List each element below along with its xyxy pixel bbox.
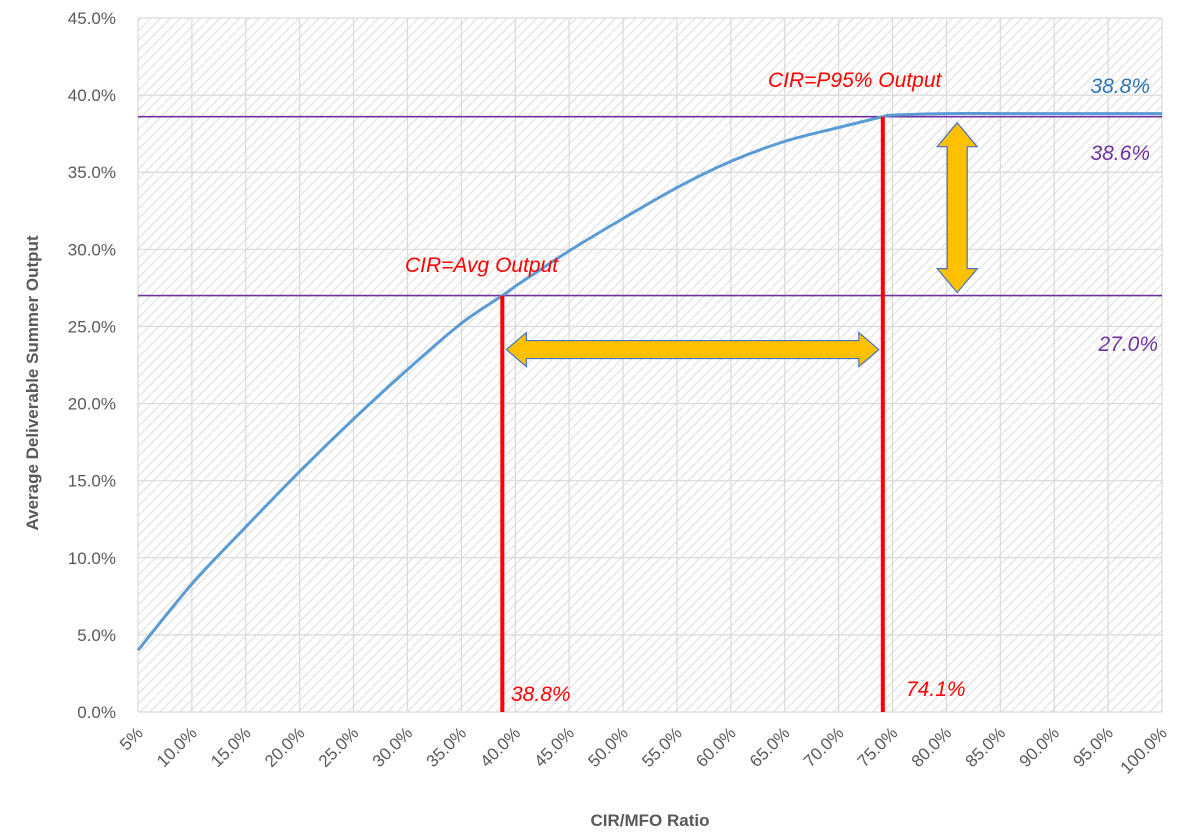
label-p95-value: 38.6% xyxy=(1090,142,1150,165)
x-tick-label: 70.0% xyxy=(800,723,848,771)
label-avg-value: 27.0% xyxy=(1097,333,1158,356)
annotation-avg-output: CIR=Avg Output xyxy=(405,254,559,277)
x-tick-label: 5% xyxy=(116,723,147,754)
plot-area xyxy=(138,18,1162,712)
y-tick-label: 40.0% xyxy=(68,86,116,105)
x-axis-ticks: 5% 10.0% 15.0% 20.0% 25.0% 30.0% 35.0% 40.0% 45.… xyxy=(116,723,1171,777)
annotation-p95-output: CIR=P95% Output xyxy=(768,69,943,92)
x-tick-label: 95.0% xyxy=(1069,723,1117,771)
y-tick-label: 45.0% xyxy=(68,9,116,28)
y-tick-label: 25.0% xyxy=(68,317,116,336)
x-tick-label: 10.0% xyxy=(153,723,201,771)
x-tick-label: 90.0% xyxy=(1016,723,1064,771)
x-tick-label: 40.0% xyxy=(477,723,525,771)
x-tick-label: 50.0% xyxy=(584,723,632,771)
x-tick-label: 45.0% xyxy=(530,723,578,771)
x-tick-label: 55.0% xyxy=(638,723,686,771)
x-tick-label: 100.0% xyxy=(1117,723,1171,777)
x-tick-label: 15.0% xyxy=(207,723,255,771)
y-tick-label: 35.0% xyxy=(68,163,116,182)
label-avg-cir: 38.8% xyxy=(511,683,571,706)
x-tick-label: 25.0% xyxy=(315,723,363,771)
cir-lines xyxy=(500,116,885,712)
y-tick-label: 20.0% xyxy=(68,395,116,414)
series-line xyxy=(136,112,1162,652)
x-tick-label: 80.0% xyxy=(908,723,956,771)
x-tick-label: 60.0% xyxy=(692,723,740,771)
x-tick-label: 85.0% xyxy=(962,723,1010,771)
label-max-value: 38.8% xyxy=(1090,75,1150,98)
horizontal-double-arrow xyxy=(505,331,880,368)
label-p95-cir: 74.1% xyxy=(906,678,966,701)
x-axis-title: CIR/MFO Ratio xyxy=(591,811,710,830)
x-tick-label: 35.0% xyxy=(423,723,471,771)
vertical-double-arrow xyxy=(935,121,979,294)
x-tick-label: 30.0% xyxy=(369,723,417,771)
x-tick-label: 20.0% xyxy=(261,723,309,771)
y-axis-title: Average Deliverable Summer Output xyxy=(23,235,42,530)
y-axis-ticks: 0.0% 5.0% 10.0% 15.0% 20.0% 25.0% 30.0% 35.0% 40… xyxy=(68,9,116,722)
y-tick-label: 30.0% xyxy=(68,240,116,259)
vertical-gridlines xyxy=(137,18,1163,712)
y-tick-label: 10.0% xyxy=(68,549,116,568)
x-tick-label: 65.0% xyxy=(746,723,794,771)
y-tick-label: 5.0% xyxy=(77,626,116,645)
y-tick-label: 15.0% xyxy=(68,472,116,491)
horizontal-gridlines xyxy=(138,17,1162,713)
y-tick-label: 0.0% xyxy=(77,703,116,722)
reference-lines xyxy=(138,115,1162,297)
x-tick-label: 75.0% xyxy=(854,723,902,771)
arrows xyxy=(505,121,979,368)
